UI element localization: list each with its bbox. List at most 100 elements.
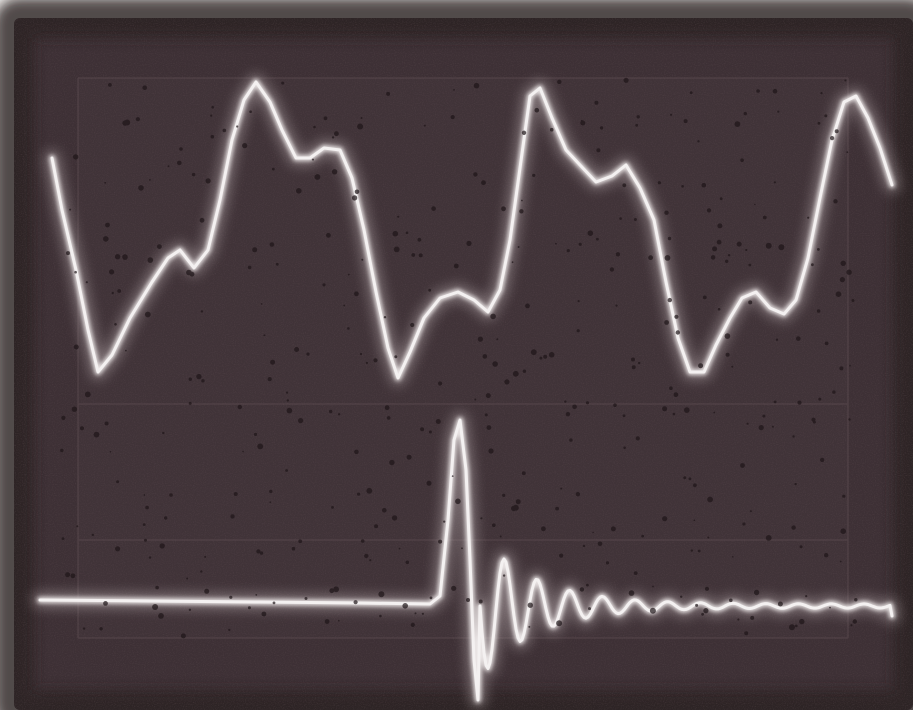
speckle	[144, 538, 147, 542]
speckle	[673, 392, 679, 398]
speckle	[543, 354, 548, 359]
speckle	[314, 174, 321, 180]
speckle	[725, 259, 729, 263]
speckle	[162, 431, 165, 435]
speckle	[269, 242, 275, 247]
speckle	[648, 255, 653, 261]
speckle	[337, 413, 341, 416]
speckle	[453, 263, 459, 269]
speckle	[200, 310, 204, 313]
speckle	[541, 526, 546, 532]
speckle	[473, 82, 480, 89]
speckle	[619, 217, 622, 220]
speckle	[556, 620, 563, 627]
speckle	[820, 457, 825, 463]
lower-waveform	[32, 412, 900, 708]
speckle	[69, 208, 72, 211]
speckle	[180, 633, 186, 639]
speckle	[636, 115, 640, 119]
speckle	[725, 352, 730, 357]
speckle	[697, 549, 701, 553]
speckle	[834, 129, 839, 134]
speckle	[839, 560, 842, 563]
speckle	[60, 448, 64, 453]
speckle	[638, 361, 641, 365]
speckle	[756, 89, 760, 93]
speckle	[286, 399, 289, 402]
speckle	[285, 469, 288, 472]
speckle	[633, 571, 638, 575]
speckle	[680, 595, 683, 598]
speckle	[149, 179, 151, 181]
speckle	[389, 459, 395, 466]
speckle	[743, 111, 747, 116]
speckle	[443, 520, 446, 523]
speckle	[502, 574, 506, 577]
speckle	[189, 271, 195, 277]
speckle	[369, 559, 372, 562]
speckle	[474, 398, 477, 401]
speckle	[693, 483, 697, 488]
speckle	[681, 185, 684, 188]
speckle	[689, 91, 693, 94]
speckle	[633, 218, 637, 221]
speckle	[294, 347, 300, 352]
speckle	[695, 603, 699, 607]
speckle	[291, 546, 296, 551]
speckle	[270, 359, 276, 365]
speckle	[534, 107, 540, 113]
speckle	[391, 515, 398, 521]
speckle	[85, 281, 88, 284]
speckle	[683, 476, 687, 480]
speckle	[108, 83, 112, 87]
speckle	[145, 505, 149, 510]
speckle	[450, 115, 455, 120]
speckle	[237, 404, 242, 410]
speckle	[610, 526, 616, 532]
speckle	[275, 262, 279, 266]
speckle	[428, 430, 432, 434]
speckle	[365, 361, 368, 364]
speckle	[740, 463, 745, 468]
speckle	[852, 619, 857, 624]
speckle	[830, 136, 835, 141]
speckle	[256, 549, 261, 554]
speckle	[716, 239, 722, 245]
speckle	[331, 506, 334, 509]
speckle	[674, 314, 679, 319]
speckle	[329, 588, 335, 594]
speckle	[740, 158, 744, 162]
speckle	[125, 349, 127, 352]
speckle	[286, 407, 293, 414]
speckle	[750, 615, 755, 620]
speckle	[373, 358, 378, 363]
speckle	[717, 223, 723, 229]
speckle	[569, 438, 573, 442]
speckle	[704, 586, 710, 591]
speckle	[429, 596, 433, 600]
speckle	[748, 263, 752, 267]
speckle	[323, 116, 328, 121]
speckle	[420, 427, 425, 432]
speckle	[502, 493, 506, 497]
speckle	[851, 299, 855, 302]
speckle	[186, 577, 189, 580]
speckle	[575, 492, 581, 497]
speckle	[210, 114, 213, 117]
speckle	[736, 241, 742, 247]
speckle	[576, 329, 580, 333]
speckle	[382, 508, 387, 513]
speckle	[522, 369, 527, 373]
speckle	[394, 355, 398, 359]
speckle	[818, 397, 822, 401]
speckle	[379, 614, 382, 618]
speckle	[742, 522, 746, 526]
speckle	[519, 209, 524, 214]
speckle	[504, 379, 510, 385]
speckle	[211, 105, 214, 109]
speckle	[205, 178, 211, 184]
speckle	[159, 543, 165, 549]
speckle	[135, 117, 140, 122]
speckle	[304, 597, 308, 600]
speckle	[775, 338, 779, 341]
